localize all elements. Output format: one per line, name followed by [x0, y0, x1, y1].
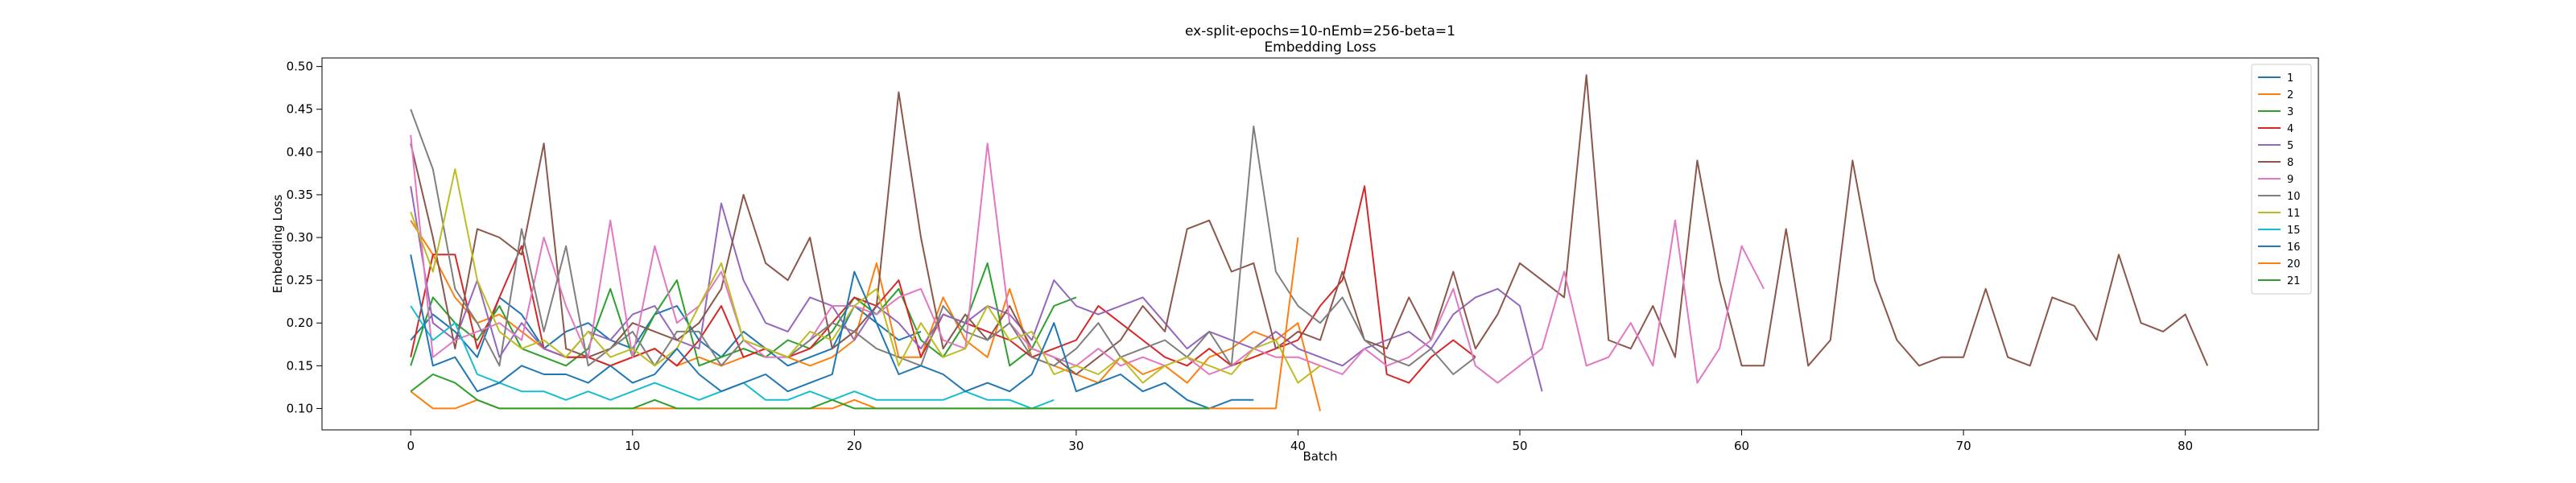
series-line-8	[410, 74, 2209, 375]
legend-label-11: 11	[2287, 208, 2301, 220]
chart-title: ex-split-epochs=10-nEmb=256-beta=1	[1185, 23, 1455, 39]
x-axis: 0 10 20 30 40 50 60 70 80	[407, 430, 2193, 453]
y-tick-label: 0.15	[287, 358, 313, 373]
legend-label-3: 3	[2287, 106, 2293, 118]
y-tick-label: 0.50	[287, 60, 313, 74]
legend: 1 2 3 4 5 8 9 10 11 15 16 20 21	[2251, 64, 2312, 295]
legend-label-1: 1	[2287, 72, 2293, 85]
legend-label-9: 9	[2287, 174, 2293, 186]
series-line-5	[410, 186, 1543, 392]
legend-label-5: 5	[2287, 140, 2293, 152]
legend-label-8: 8	[2287, 157, 2293, 169]
x-tick-label: 70	[1956, 439, 1971, 453]
x-axis-label: Batch	[1302, 449, 1337, 464]
x-tick-label: 50	[1512, 439, 1527, 453]
x-tick-label: 40	[1290, 439, 1306, 453]
axes-frame	[321, 57, 2319, 431]
x-tick-label: 10	[625, 439, 640, 453]
y-tick-label: 0.10	[287, 401, 313, 415]
plot-area	[321, 57, 2319, 431]
legend-label-10: 10	[2287, 191, 2301, 203]
x-tick-label: 60	[1734, 439, 1749, 453]
legend-label-2: 2	[2287, 89, 2293, 101]
series-line-16	[410, 254, 1254, 410]
y-tick-label: 0.40	[287, 145, 313, 159]
legend-label-16: 16	[2287, 242, 2301, 254]
series-line-10	[410, 109, 1476, 375]
series-group	[410, 74, 2209, 411]
y-axis-label: Embedding Loss	[270, 194, 285, 293]
y-tick-label: 0.20	[287, 316, 313, 330]
y-axis: 0.10 0.15 0.20 0.25 0.30 0.35 0.40 0.45 0.50	[287, 60, 322, 415]
y-tick-label: 0.30	[287, 230, 313, 245]
y-tick-label: 0.45	[287, 102, 313, 117]
x-tick-label: 30	[1068, 439, 1084, 453]
legend-box	[2251, 64, 2312, 295]
y-tick-label: 0.25	[287, 273, 313, 287]
x-tick-label: 20	[847, 439, 862, 453]
x-tick-label: 0	[407, 439, 415, 453]
y-tick-label: 0.35	[287, 188, 313, 202]
chart-subtitle: Embedding Loss	[1264, 39, 1376, 56]
legend-label-4: 4	[2287, 123, 2293, 135]
legend-label-21: 21	[2287, 275, 2301, 287]
legend-label-15: 15	[2287, 225, 2301, 237]
series-line-21	[410, 374, 1210, 410]
x-tick-label: 80	[2178, 439, 2193, 453]
legend-label-20: 20	[2287, 258, 2301, 270]
